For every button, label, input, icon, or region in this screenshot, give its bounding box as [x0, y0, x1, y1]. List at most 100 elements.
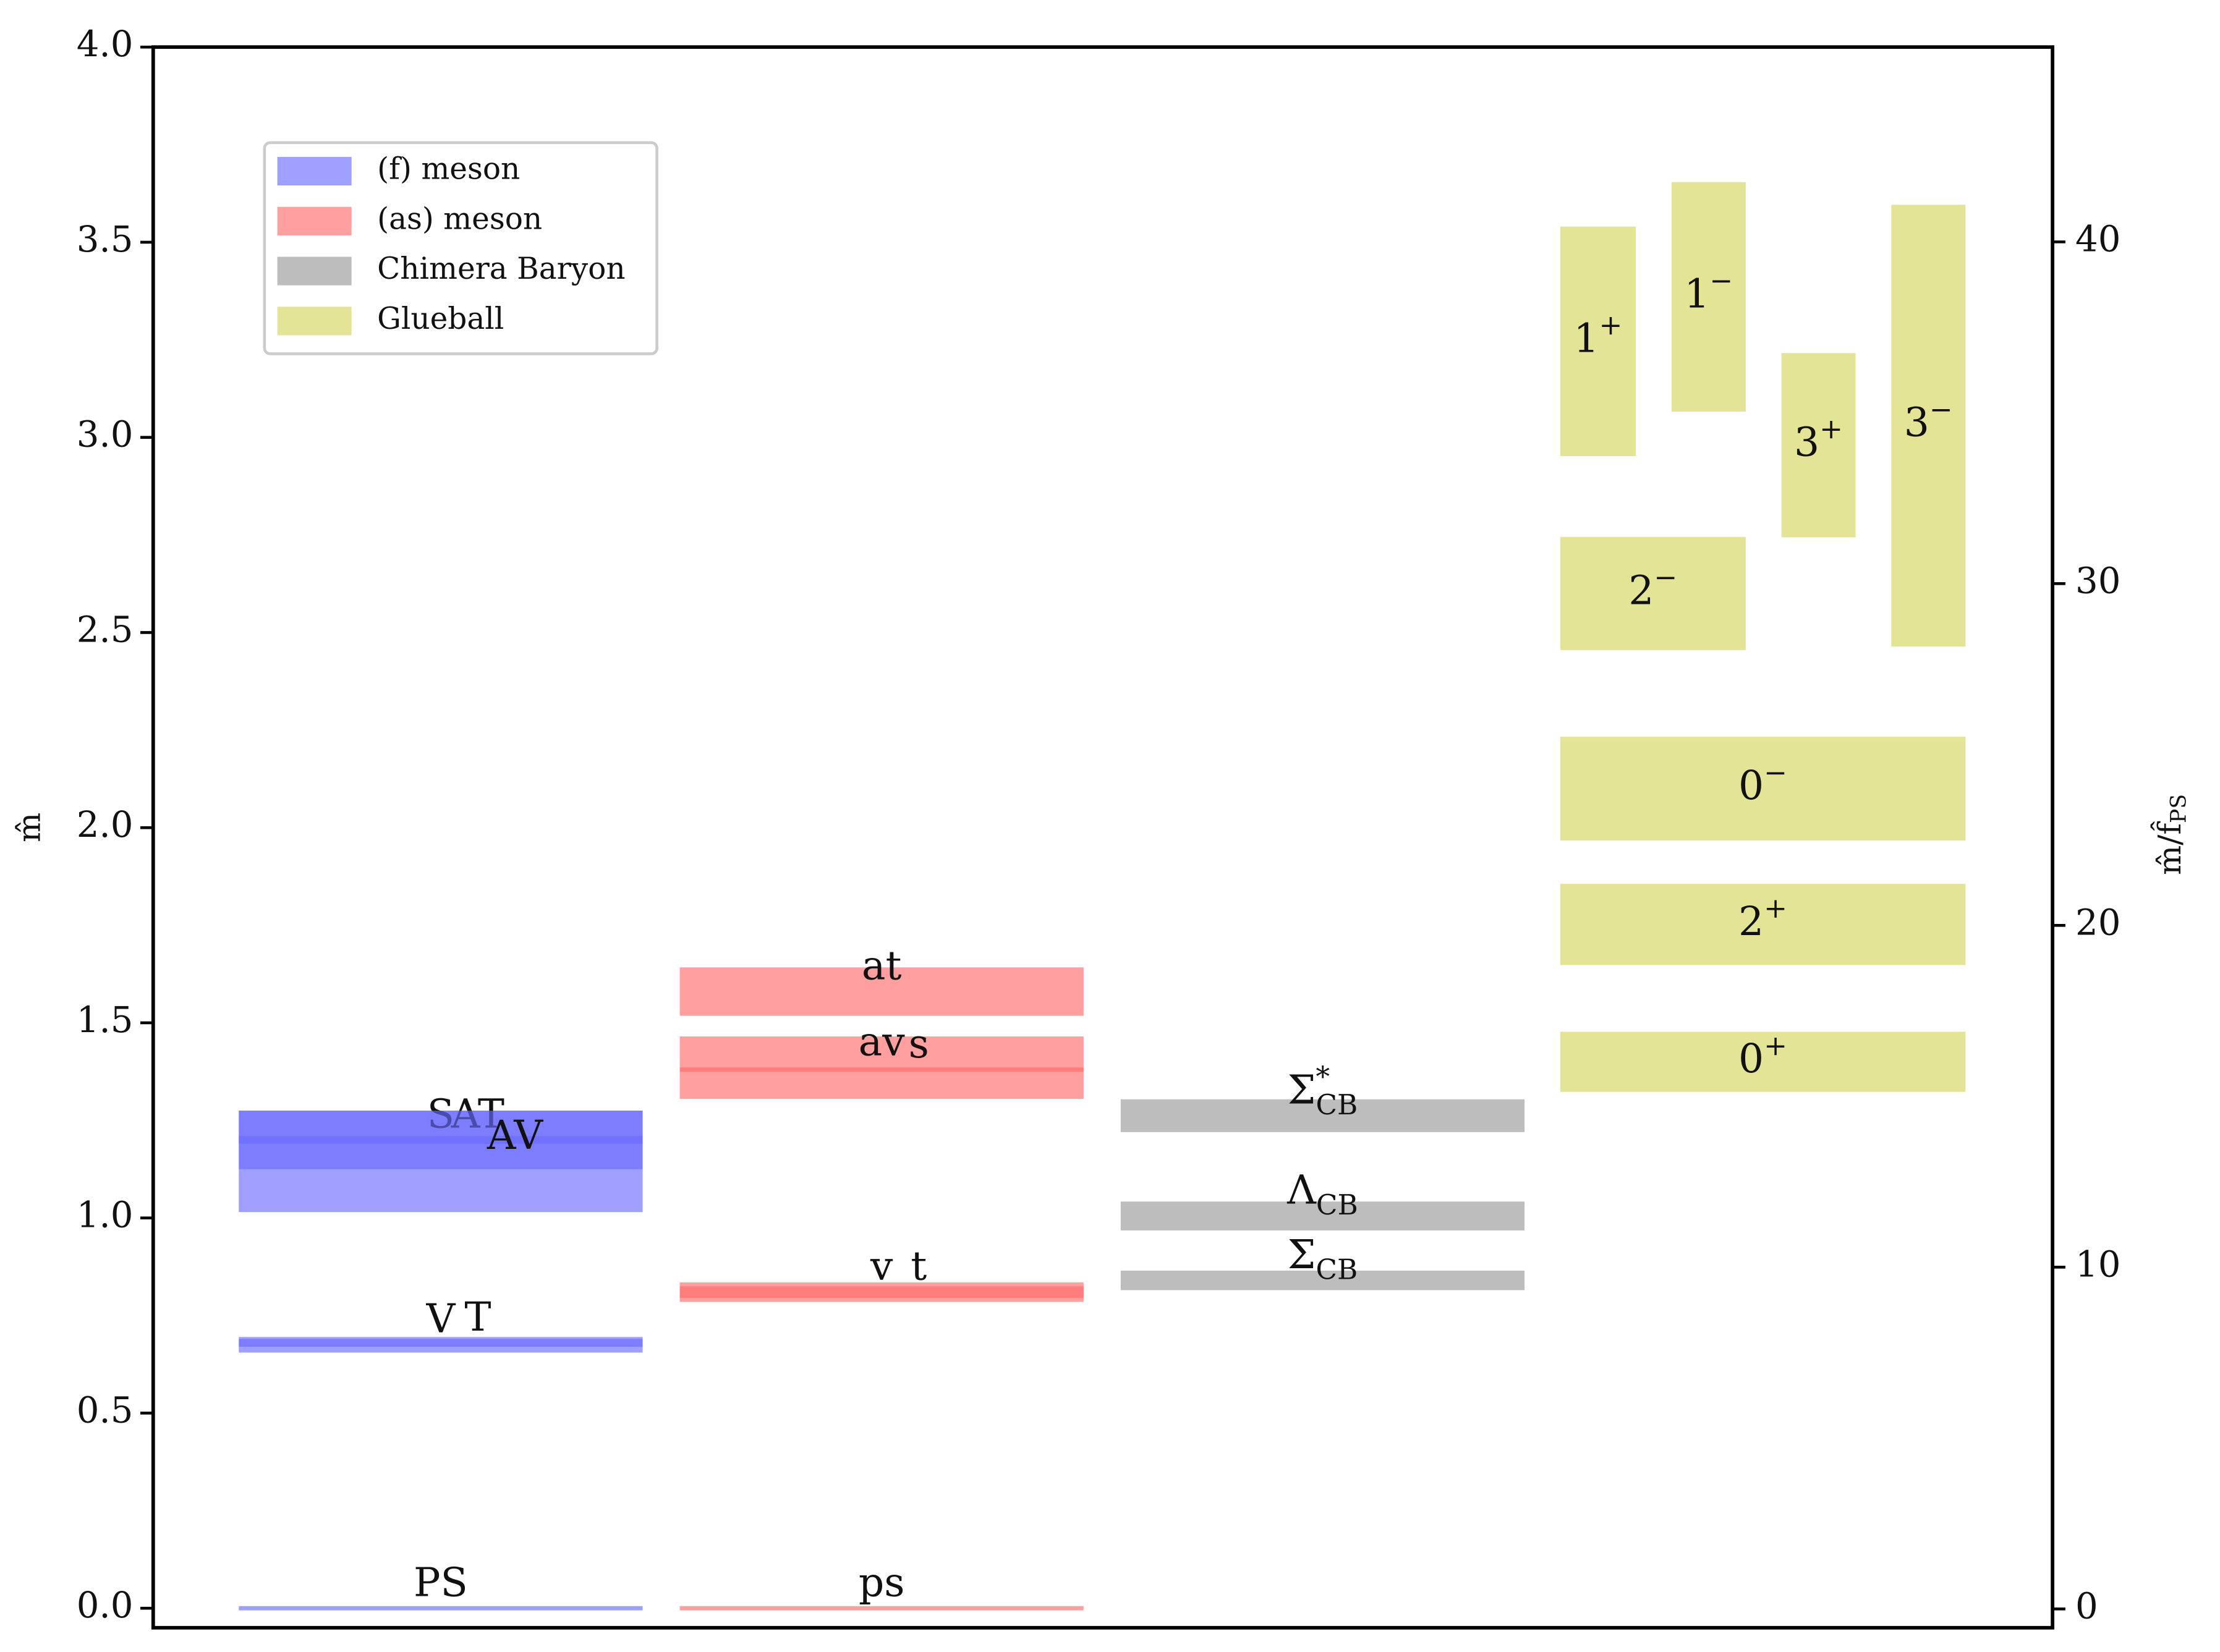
state-label: 2+: [1738, 892, 1787, 945]
state-label-main: 3: [1794, 419, 1819, 465]
legend-swatch: [277, 156, 352, 186]
y-tick-label: 3.0: [77, 413, 134, 455]
state-label-main: AV: [487, 1112, 543, 1159]
state-label-main: 2: [1628, 567, 1654, 614]
state-label-main: 2: [1738, 899, 1764, 945]
state-label: 0+: [1738, 1029, 1787, 1082]
state-label-sup: +: [1819, 412, 1843, 445]
state-label-sub: CB: [1316, 1188, 1358, 1221]
state-band: [679, 967, 1084, 1016]
state-label: PS: [414, 1559, 468, 1606]
state-label-sup: +: [1764, 892, 1787, 925]
y2-tick-label: 20: [2075, 901, 2120, 943]
y2-axis-label-main: m̂/f̂: [2150, 821, 2188, 875]
state-label: T: [464, 1294, 491, 1341]
state-band: [1120, 1270, 1525, 1290]
state-band: [1560, 737, 1966, 841]
state-label-sup: *: [1316, 1060, 1330, 1093]
state-label: 3−: [1904, 393, 1953, 446]
state-label: ΣCB: [1288, 1232, 1358, 1286]
state-label-sub: CB: [1316, 1088, 1358, 1120]
state-label-main: PS: [414, 1559, 468, 1606]
state-label-main: av: [859, 1019, 906, 1065]
state-band: [1891, 205, 1966, 647]
state-label: s: [909, 1021, 929, 1067]
y-tick-label: 4.0: [77, 23, 134, 65]
state-label: v: [870, 1243, 893, 1290]
y-tick-label: 1.5: [77, 999, 134, 1041]
state-band: [1671, 182, 1746, 412]
state-label-main: 1: [1573, 315, 1599, 362]
state-label-sup: −: [1929, 393, 1953, 426]
state-band: [679, 1067, 1084, 1072]
state-label-main: 0: [1738, 763, 1764, 809]
state-label: 3+: [1794, 412, 1843, 465]
state-label-sup: +: [1764, 1029, 1787, 1062]
y-tick-label: 1.0: [77, 1194, 134, 1236]
y-tick-label: 0.5: [77, 1389, 134, 1431]
state-label: 2−: [1628, 561, 1677, 614]
state-label-main: Σ: [1288, 1067, 1316, 1113]
state-label-sup: −: [1709, 264, 1733, 297]
state-label-main: v: [870, 1243, 893, 1290]
state-label: Σ* CB: [1288, 1060, 1358, 1120]
state-band: [1560, 884, 1966, 965]
state-label-sup: −: [1764, 756, 1787, 789]
legend-frame: [263, 141, 658, 355]
state-band: [239, 1339, 643, 1347]
state-band: [679, 1286, 1084, 1298]
state-label: V: [426, 1296, 456, 1342]
state-band: [1560, 1031, 1966, 1092]
state-label: t: [911, 1243, 927, 1290]
legend-label: (f) meson: [377, 151, 520, 186]
state-label-sup: +: [1599, 308, 1623, 341]
y2-tick-label: 0: [2075, 1585, 2098, 1627]
state-band: [239, 1111, 643, 1213]
state-label-main: 1: [1684, 271, 1709, 317]
legend-swatch: [277, 206, 352, 235]
state-label: at: [862, 942, 902, 989]
state-label: 1+: [1573, 308, 1622, 362]
state-label: ps: [859, 1559, 905, 1606]
state-label: AV: [487, 1112, 543, 1159]
y-tick-label: 3.5: [77, 218, 134, 260]
y-tick-label: 2.0: [77, 803, 134, 845]
legend: (f) meson (as) meson Chimera Baryon Gluebal…: [263, 141, 658, 355]
state-band: [679, 1606, 1084, 1611]
state-label-main: 3: [1904, 400, 1929, 446]
state-label: ΛCB: [1286, 1167, 1358, 1221]
state-label-main: Σ: [1288, 1232, 1316, 1278]
state-label-main: Λ: [1286, 1167, 1317, 1214]
y2-tick-label: 30: [2075, 559, 2120, 601]
state-label-main: 0: [1738, 1036, 1764, 1082]
y2-axis-label-sub: PS: [2166, 794, 2191, 823]
legend-label: (as) meson: [377, 201, 542, 236]
state-band: [239, 1606, 643, 1611]
plot-frame: [151, 45, 2055, 1630]
state-label-main: at: [862, 942, 902, 989]
state-band: [1781, 353, 1856, 538]
legend-swatch: [277, 256, 352, 286]
legend-label: Chimera Baryon: [377, 252, 625, 286]
y2-tick-label: 40: [2075, 218, 2120, 260]
state-label-main: T: [464, 1294, 491, 1341]
state-label: av: [859, 1019, 906, 1065]
y2-tick-label: 10: [2075, 1243, 2120, 1285]
y-axis-label: m̂: [11, 813, 48, 842]
legend-label: Glueball: [377, 302, 504, 336]
y-tick-label: 2.5: [77, 608, 134, 650]
state-label: 1−: [1684, 264, 1733, 317]
legend-swatch: [277, 307, 352, 336]
y-tick-label: 0.0: [77, 1584, 134, 1626]
state-label-sub: CB: [1316, 1253, 1358, 1286]
state-label-main: t: [911, 1243, 927, 1290]
state-label-main: V: [426, 1296, 456, 1342]
state-band: [1120, 1099, 1525, 1132]
state-band: [1560, 226, 1636, 456]
state-label-main: ps: [859, 1559, 905, 1606]
state-label-main: s: [909, 1021, 929, 1067]
state-label: 0−: [1738, 756, 1787, 809]
state-band: [1120, 1201, 1525, 1231]
y2-axis-label: m̂/f̂PS: [2150, 794, 2191, 875]
